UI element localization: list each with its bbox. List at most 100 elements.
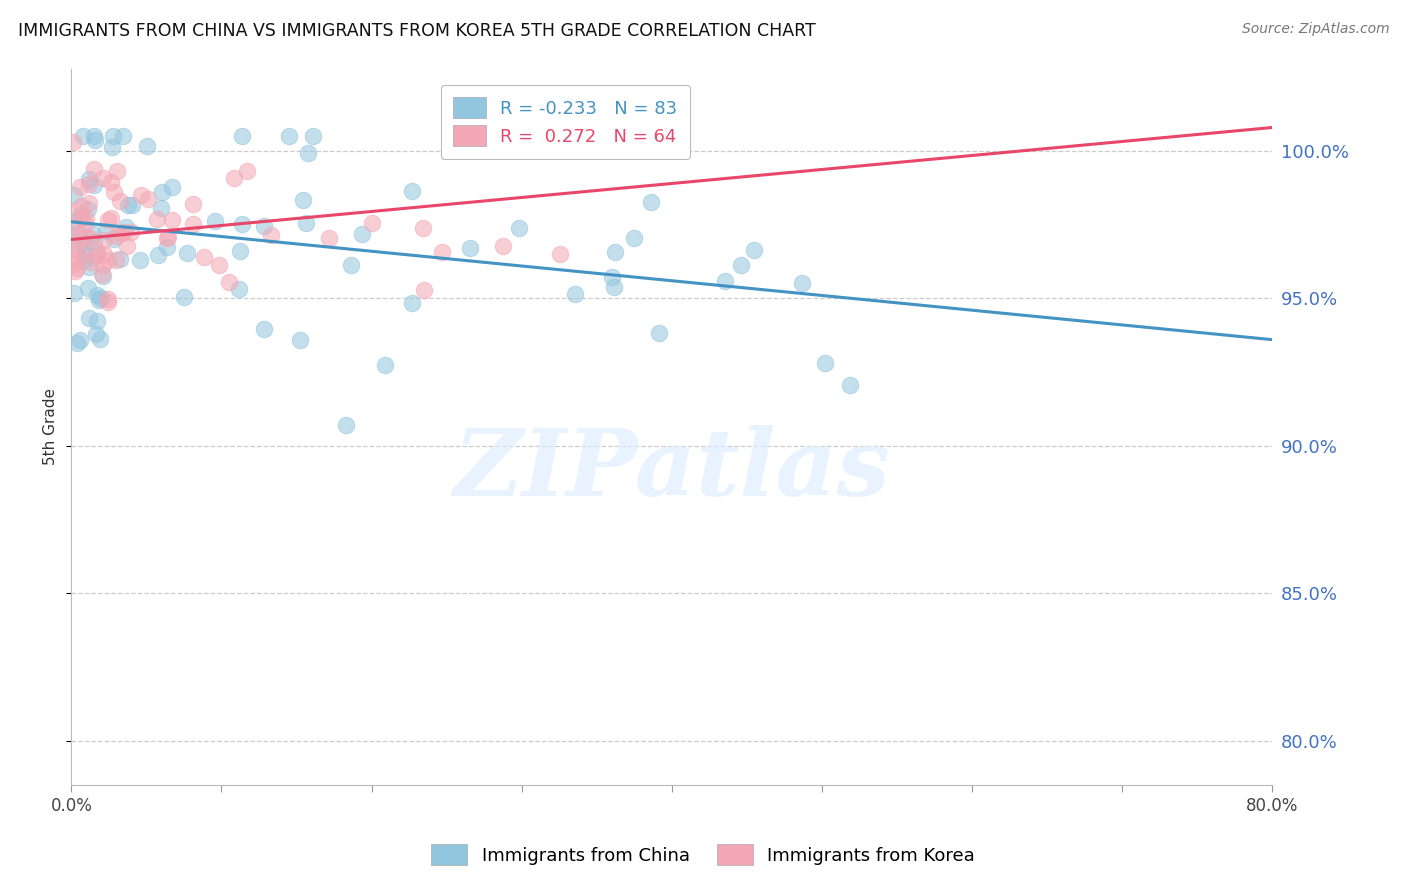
- Point: [292, 194, 315, 208]
- Point: [430, 245, 453, 260]
- Point: [460, 242, 482, 256]
- Point: [63, 235, 86, 250]
- Point: [90, 268, 112, 282]
- Point: [65, 204, 87, 219]
- Point: [361, 216, 384, 230]
- Point: [231, 129, 253, 144]
- Point: [146, 212, 169, 227]
- Point: [713, 273, 735, 287]
- Point: [181, 197, 204, 211]
- Point: [77, 310, 100, 325]
- Point: [181, 217, 204, 231]
- Point: [813, 356, 835, 370]
- Point: [70, 199, 93, 213]
- Point: [640, 194, 662, 209]
- Point: [82, 227, 104, 241]
- Point: [97, 294, 120, 309]
- Point: [115, 220, 138, 235]
- Point: [69, 333, 91, 347]
- Point: [90, 292, 112, 306]
- Point: [128, 253, 150, 268]
- Point: [204, 213, 226, 227]
- Point: [104, 229, 127, 244]
- Point: [97, 253, 120, 268]
- Point: [83, 129, 105, 144]
- Point: [100, 140, 122, 154]
- Point: [91, 259, 114, 273]
- Point: [121, 198, 143, 212]
- Point: [339, 259, 361, 273]
- Point: [86, 245, 108, 260]
- Point: [790, 276, 813, 290]
- Point: [63, 219, 86, 234]
- Point: [62, 228, 84, 243]
- Point: [97, 293, 120, 307]
- Point: [603, 280, 626, 294]
- Point: [86, 314, 108, 328]
- Point: [73, 218, 96, 232]
- Point: [89, 332, 111, 346]
- Point: [91, 269, 114, 284]
- Point: [80, 254, 103, 268]
- Point: [136, 192, 159, 206]
- Point: [297, 146, 319, 161]
- Point: [84, 249, 107, 263]
- Point: [229, 244, 252, 258]
- Point: [75, 211, 97, 225]
- Point: [318, 231, 340, 245]
- Point: [108, 252, 131, 266]
- Point: [236, 163, 259, 178]
- Point: [208, 258, 231, 272]
- Point: [63, 285, 86, 300]
- Point: [62, 214, 84, 228]
- Point: [108, 194, 131, 208]
- Point: [65, 261, 87, 276]
- Point: [103, 232, 125, 246]
- Point: [110, 226, 132, 240]
- Point: [335, 417, 357, 432]
- Point: [84, 133, 107, 147]
- Point: [77, 202, 100, 216]
- Point: [103, 186, 125, 200]
- Point: [412, 220, 434, 235]
- Point: [72, 129, 94, 144]
- Y-axis label: 5th Grade: 5th Grade: [44, 388, 58, 465]
- Point: [91, 170, 114, 185]
- Point: [93, 247, 115, 261]
- Point: [83, 178, 105, 192]
- Point: [101, 129, 124, 144]
- Point: [156, 230, 179, 244]
- Point: [100, 175, 122, 189]
- Point: [66, 335, 89, 350]
- Point: [401, 184, 423, 198]
- Point: [77, 260, 100, 274]
- Text: IMMIGRANTS FROM CHINA VS IMMIGRANTS FROM KOREA 5TH GRADE CORRELATION CHART: IMMIGRANTS FROM CHINA VS IMMIGRANTS FROM…: [18, 22, 815, 40]
- Point: [150, 185, 173, 199]
- Point: [156, 230, 179, 244]
- Point: [69, 226, 91, 240]
- Point: [160, 180, 183, 194]
- Legend: R = -0.233   N = 83, R =  0.272   N = 64: R = -0.233 N = 83, R = 0.272 N = 64: [440, 85, 690, 159]
- Point: [374, 358, 396, 372]
- Point: [742, 243, 765, 257]
- Point: [730, 259, 752, 273]
- Point: [75, 248, 97, 262]
- Point: [89, 293, 111, 308]
- Point: [83, 235, 105, 249]
- Point: [648, 326, 671, 340]
- Point: [548, 247, 571, 261]
- Point: [413, 284, 436, 298]
- Point: [83, 161, 105, 176]
- Point: [839, 378, 862, 392]
- Text: ZIPatlas: ZIPatlas: [453, 425, 890, 515]
- Point: [76, 281, 98, 295]
- Point: [603, 245, 626, 260]
- Point: [112, 225, 135, 239]
- Point: [66, 252, 89, 267]
- Point: [253, 322, 276, 336]
- Point: [224, 170, 246, 185]
- Point: [623, 230, 645, 244]
- Point: [63, 263, 86, 277]
- Point: [295, 216, 318, 230]
- Point: [79, 171, 101, 186]
